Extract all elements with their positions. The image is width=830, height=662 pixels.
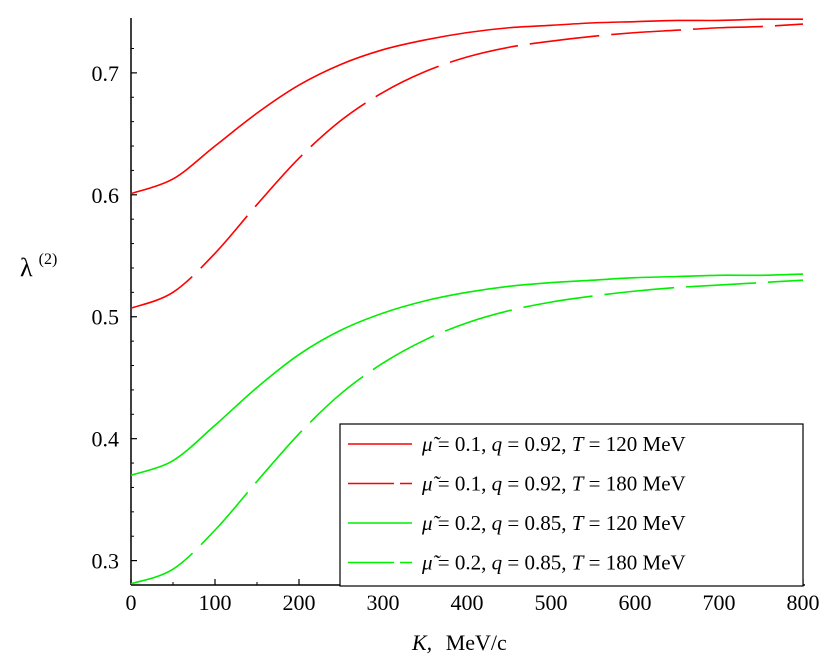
x-tick-label: 400 (451, 590, 484, 615)
y-tick-label: 0.3 (92, 549, 120, 574)
x-axis-unit: MeV/c (446, 630, 507, 655)
x-tick-label: 200 (283, 590, 316, 615)
tick-labels: 0 100 200 300 400 500 600 700 800 0.3 0.4 0.5 0.6 0.7 (92, 61, 820, 615)
y-tick-label: 0.4 (92, 427, 120, 452)
x-tick-label: 500 (535, 590, 568, 615)
x-tick-label: 800 (787, 590, 820, 615)
legend-box (339, 423, 804, 587)
series-line-3 (130, 273, 804, 477)
legend-entry-1: μ̃ = 0.1, q = 0.92, T = 120 MeV (421, 432, 686, 456)
x-tick-label: 100 (199, 590, 232, 615)
legend-entry-3: μ̃ = 0.2, q = 0.85, T = 120 MeV (421, 511, 686, 535)
series-group (130, 18, 804, 585)
y-tick-label: 0.7 (92, 61, 120, 86)
x-axis-symbol: K, (411, 630, 432, 655)
x-tick-label: 0 (126, 590, 137, 615)
y-axis-superscript: (2) (39, 251, 58, 268)
y-axis-label: λ (2) (20, 251, 57, 282)
series-line-4 (130, 279, 804, 585)
y-tick-label: 0.6 (92, 183, 120, 208)
x-tick-label: 600 (619, 590, 652, 615)
x-tick-label: 700 (703, 590, 736, 615)
legend: μ̃ = 0.1, q = 0.92, T = 120 MeV μ̃ = 0.1,… (339, 423, 804, 587)
y-tick-label: 0.5 (92, 305, 120, 330)
series-line-2 (130, 23, 804, 309)
legend-entry-2: μ̃ = 0.1, q = 0.92, T = 180 MeV (421, 472, 686, 496)
series-line-1 (130, 18, 804, 195)
x-axis-label: K, MeV/c (411, 630, 507, 655)
legend-entry-4: μ̃ = 0.2, q = 0.85, T = 180 MeV (421, 551, 686, 575)
x-tick-label: 300 (367, 590, 400, 615)
y-axis-symbol: λ (20, 253, 33, 282)
